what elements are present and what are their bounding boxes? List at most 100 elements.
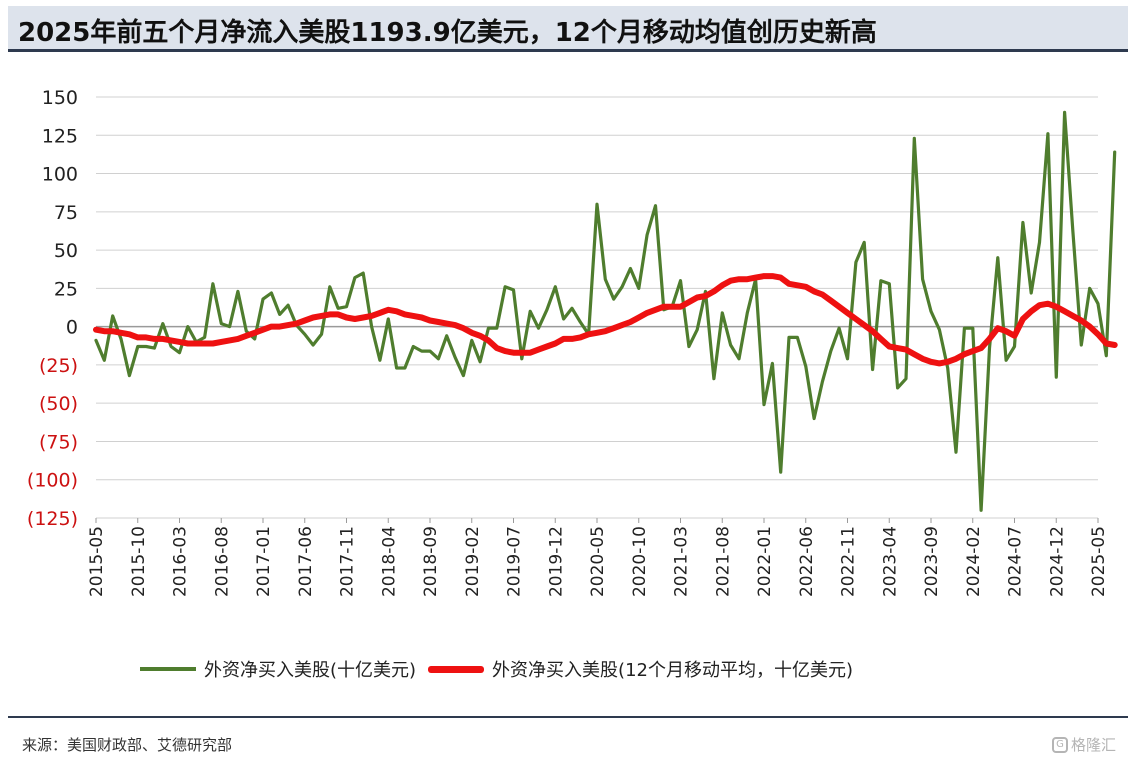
data-point	[980, 509, 982, 511]
data-point	[345, 306, 347, 308]
data-point	[304, 319, 306, 321]
data-point	[746, 312, 748, 314]
data-point	[120, 332, 122, 334]
data-point	[629, 267, 631, 269]
data-point	[571, 307, 573, 309]
legend: 外资净买入美股(十亿美元) 外资净买入美股(12个月移动平均，十亿美元)	[140, 656, 853, 682]
data-point	[546, 309, 548, 311]
data-point	[821, 293, 823, 295]
data-point	[997, 327, 999, 329]
data-point	[663, 306, 665, 308]
y-tick-label: 50	[54, 240, 78, 262]
data-point	[362, 316, 364, 318]
x-tick-label: 2017-11	[338, 526, 358, 597]
data-point	[120, 338, 122, 340]
data-point	[178, 341, 180, 343]
data-point	[537, 348, 539, 350]
title-bar: 2025年前五个月净流入美股1193.9亿美元，12个月移动均值创历史新高	[8, 6, 1128, 52]
data-point	[437, 321, 439, 323]
data-point	[713, 290, 715, 292]
data-point	[345, 316, 347, 318]
data-point	[512, 289, 514, 291]
data-point	[145, 345, 147, 347]
data-point	[195, 342, 197, 344]
data-point	[646, 312, 648, 314]
data-point	[312, 344, 314, 346]
data-point	[228, 339, 230, 341]
data-point	[696, 296, 698, 298]
data-point	[788, 336, 790, 338]
data-point	[1030, 310, 1032, 312]
data-point	[1097, 333, 1099, 335]
data-point	[521, 358, 523, 360]
legend-label-monthly: 外资净买入美股(十亿美元)	[204, 660, 417, 681]
y-tick-label: (100)	[27, 470, 78, 492]
x-axis-ticks: 2015-05 2015-10 2016-03 2016-08 2017-01 2017-…	[87, 518, 1109, 597]
data-point	[930, 310, 932, 312]
data-point	[780, 276, 782, 278]
data-point	[112, 315, 114, 317]
data-point	[654, 205, 656, 207]
data-point	[905, 378, 907, 380]
data-point	[504, 350, 506, 352]
data-point	[830, 350, 832, 352]
y-axis-ticks: 150 125 100 75 50 25 0 (25) (50) (75) (100) (125)	[27, 87, 78, 530]
data-point	[896, 347, 898, 349]
x-tick-label: 2016-08	[212, 526, 232, 597]
data-point	[613, 298, 615, 300]
x-tick-label: 2024-12	[1047, 526, 1067, 597]
data-point	[988, 338, 990, 340]
data-point	[529, 310, 531, 312]
data-point	[1005, 359, 1007, 361]
data-point	[270, 325, 272, 327]
data-point	[587, 333, 589, 335]
data-point	[145, 336, 147, 338]
data-point	[646, 234, 648, 236]
x-tick-label: 2020-05	[588, 526, 608, 597]
data-point	[1080, 344, 1082, 346]
x-tick-label: 2020-10	[630, 526, 650, 597]
data-point	[512, 352, 514, 354]
data-point	[1114, 151, 1116, 153]
data-point	[254, 332, 256, 334]
data-point	[913, 137, 915, 139]
data-point	[462, 374, 464, 376]
data-point	[404, 367, 406, 369]
data-point	[947, 361, 949, 363]
data-point	[1030, 292, 1032, 294]
data-point	[972, 350, 974, 352]
data-point	[137, 345, 139, 347]
x-tick-label: 2022-01	[755, 526, 775, 597]
y-tick-label: 25	[54, 278, 78, 300]
data-point	[404, 313, 406, 315]
data-point	[621, 286, 623, 288]
data-point	[153, 338, 155, 340]
data-point	[379, 312, 381, 314]
data-point	[529, 352, 531, 354]
data-point	[487, 339, 489, 341]
data-point	[446, 322, 448, 324]
data-point	[95, 329, 97, 331]
data-point	[128, 333, 130, 335]
data-point	[746, 278, 748, 280]
data-point	[1105, 355, 1107, 357]
data-point	[780, 471, 782, 473]
data-point	[387, 318, 389, 320]
data-point	[387, 309, 389, 311]
data-point	[963, 353, 965, 355]
data-point	[103, 330, 105, 332]
data-point	[788, 283, 790, 285]
data-point	[471, 339, 473, 341]
data-point	[896, 387, 898, 389]
data-point	[554, 342, 556, 344]
data-point	[462, 327, 464, 329]
data-point	[228, 325, 230, 327]
grid-lines	[96, 96, 1098, 519]
data-point	[638, 287, 640, 289]
data-point	[262, 298, 264, 300]
data-point	[763, 275, 765, 277]
x-tick-label: 2018-09	[421, 526, 441, 597]
data-point	[454, 324, 456, 326]
data-point	[871, 330, 873, 332]
y-tick-label: (125)	[27, 508, 78, 530]
